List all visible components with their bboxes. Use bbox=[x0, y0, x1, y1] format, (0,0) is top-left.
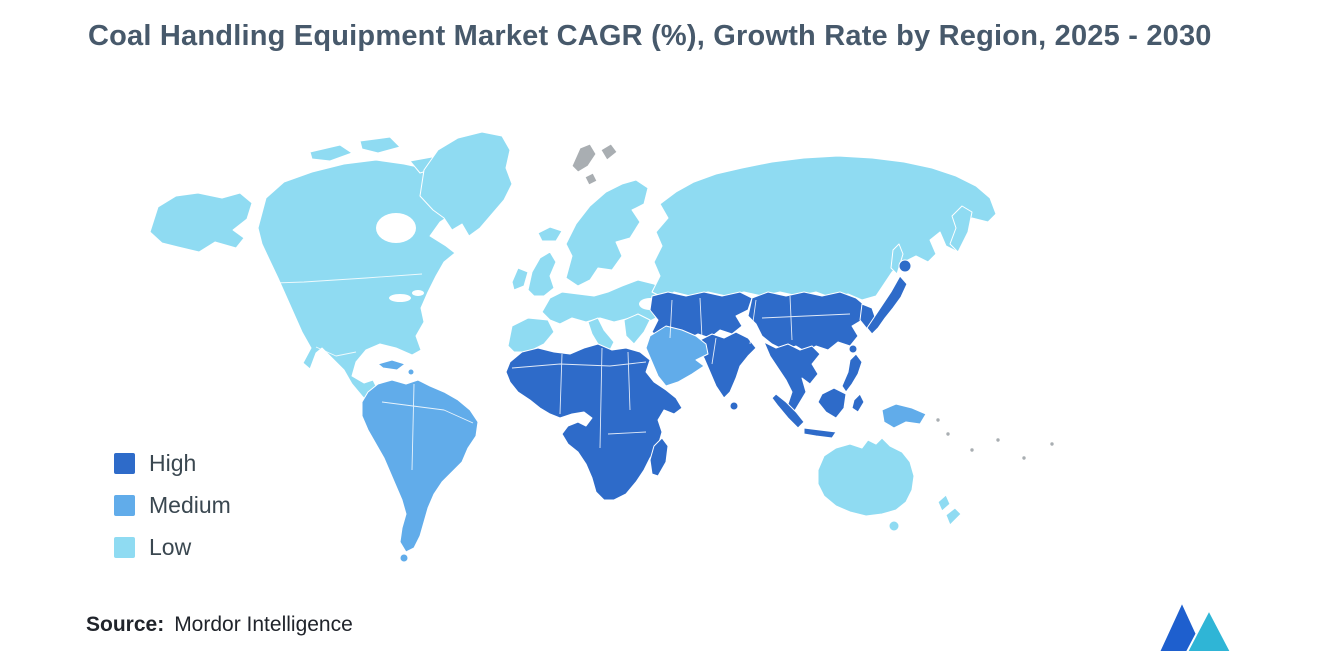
map-north-america bbox=[149, 136, 459, 420]
region-cuba bbox=[377, 359, 406, 371]
region-tasmania bbox=[888, 520, 900, 532]
region-arctic-island bbox=[309, 144, 353, 162]
region-pacific-island bbox=[935, 417, 941, 423]
region-sri-lanka bbox=[729, 401, 739, 411]
region-sumatra bbox=[771, 393, 805, 429]
map-south-america bbox=[361, 359, 479, 563]
region-south-america bbox=[361, 379, 479, 553]
legend-item-medium: Medium bbox=[114, 492, 231, 519]
region-madagascar bbox=[649, 437, 669, 477]
region-philippines bbox=[841, 353, 863, 393]
region-pacific-island bbox=[945, 431, 951, 437]
region-java bbox=[803, 427, 837, 439]
legend-swatch-low bbox=[114, 537, 135, 558]
region-japan bbox=[866, 275, 908, 335]
legend-label-high: High bbox=[149, 450, 197, 476]
region-borneo bbox=[817, 387, 847, 419]
map-legend: High Medium Low bbox=[114, 450, 231, 576]
region-new-zealand bbox=[937, 494, 951, 512]
map-europe bbox=[507, 179, 669, 361]
region-india bbox=[697, 331, 757, 399]
great-lakes bbox=[389, 294, 411, 302]
region-svalbard bbox=[571, 143, 597, 173]
region-arabian-peninsula bbox=[645, 325, 709, 387]
region-alaska bbox=[149, 192, 253, 253]
region-tierra-del-fuego bbox=[399, 553, 409, 563]
map-asia bbox=[645, 259, 912, 413]
region-svalbard bbox=[584, 172, 598, 186]
map-north-atlantic bbox=[419, 131, 618, 242]
region-hispaniola bbox=[407, 368, 415, 376]
region-southeast-asia bbox=[763, 341, 821, 413]
region-pacific-island bbox=[969, 447, 975, 453]
great-lakes bbox=[412, 290, 424, 296]
region-pacific-island bbox=[995, 437, 1001, 443]
region-greenland bbox=[419, 131, 513, 237]
legend-item-low: Low bbox=[114, 534, 231, 561]
region-new-zealand bbox=[945, 507, 962, 526]
hudson-bay bbox=[376, 213, 416, 243]
logo-right-peak bbox=[1185, 607, 1233, 653]
source-value: Mordor Intelligence bbox=[174, 613, 353, 636]
region-kamchatka bbox=[949, 205, 973, 253]
region-new-guinea bbox=[881, 403, 927, 429]
legend-swatch-high bbox=[114, 453, 135, 474]
region-australia bbox=[817, 437, 915, 517]
region-sulawesi bbox=[851, 393, 865, 413]
region-united-kingdom bbox=[527, 251, 557, 297]
region-hokkaido bbox=[898, 259, 912, 273]
page-title: Coal Handling Equipment Market CAGR (%),… bbox=[88, 20, 1212, 52]
source-line: Source: Mordor Intelligence bbox=[86, 613, 353, 637]
region-arctic-island bbox=[359, 136, 401, 154]
region-iberia bbox=[507, 317, 555, 353]
region-pacific-island bbox=[1049, 441, 1055, 447]
legend-label-medium: Medium bbox=[149, 492, 231, 518]
map-africa bbox=[505, 343, 683, 501]
mordor-intelligence-logo bbox=[1157, 599, 1233, 653]
region-taiwan bbox=[848, 344, 858, 354]
region-pacific-island bbox=[1021, 455, 1027, 461]
region-svalbard bbox=[600, 143, 618, 161]
country-borders bbox=[245, 273, 851, 471]
source-label: Source: bbox=[86, 613, 165, 636]
region-scandinavia bbox=[565, 179, 649, 287]
map-oceania bbox=[771, 387, 1055, 532]
region-balkans bbox=[623, 313, 651, 345]
legend-label-low: Low bbox=[149, 534, 192, 560]
region-ireland bbox=[511, 267, 529, 291]
legend-item-high: High bbox=[114, 450, 231, 477]
region-africa bbox=[505, 343, 683, 501]
region-iceland bbox=[537, 226, 563, 242]
region-russia bbox=[651, 155, 997, 301]
region-italy bbox=[587, 317, 615, 351]
legend-swatch-medium bbox=[114, 495, 135, 516]
